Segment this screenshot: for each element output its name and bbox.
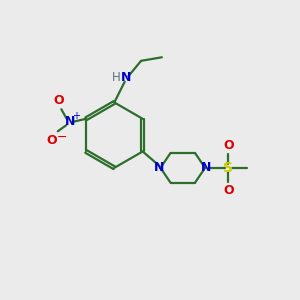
Text: S: S: [223, 161, 233, 175]
Text: O: O: [53, 94, 64, 107]
Text: O: O: [223, 184, 234, 197]
Text: N: N: [201, 161, 212, 174]
Text: N: N: [154, 161, 164, 174]
Text: O: O: [46, 134, 57, 147]
Text: −: −: [56, 131, 67, 144]
Text: N: N: [121, 71, 131, 84]
Text: +: +: [72, 111, 80, 121]
Text: H: H: [111, 71, 120, 84]
Text: N: N: [64, 115, 75, 128]
Text: O: O: [223, 139, 234, 152]
